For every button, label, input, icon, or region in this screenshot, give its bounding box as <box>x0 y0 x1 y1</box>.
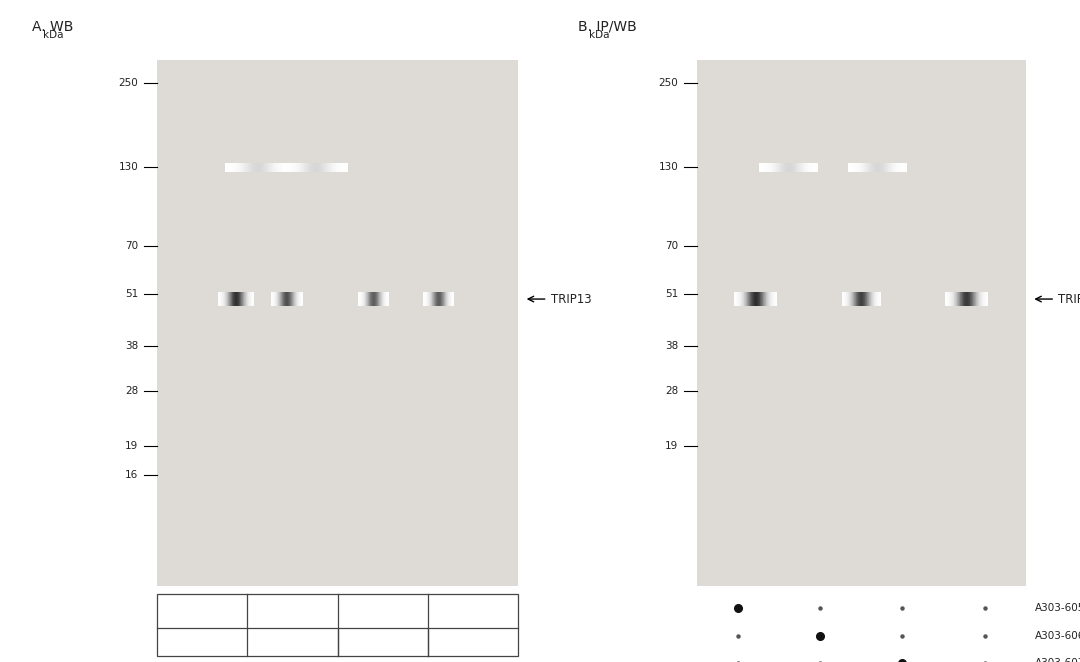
Text: T: T <box>379 637 387 647</box>
Text: TRIP13: TRIP13 <box>1058 293 1080 306</box>
Text: 50: 50 <box>467 606 481 616</box>
Text: 250: 250 <box>659 78 678 88</box>
Text: 130: 130 <box>659 162 678 173</box>
Text: A. WB: A. WB <box>32 20 73 34</box>
Text: J: J <box>472 637 475 647</box>
Text: 19: 19 <box>125 442 138 451</box>
Text: 70: 70 <box>125 242 138 252</box>
Text: 38: 38 <box>665 342 678 352</box>
Text: 130: 130 <box>119 162 138 173</box>
Text: 51: 51 <box>125 289 138 299</box>
Text: kDa: kDa <box>589 30 609 40</box>
Text: TRIP13: TRIP13 <box>551 293 592 306</box>
Text: kDa: kDa <box>43 30 64 40</box>
Text: 50: 50 <box>194 606 208 616</box>
Text: A303-605A: A303-605A <box>1035 602 1080 613</box>
Text: HeLa: HeLa <box>233 637 261 647</box>
Text: 28: 28 <box>665 386 678 396</box>
Bar <box>157 594 518 656</box>
Text: 50: 50 <box>376 606 390 616</box>
Text: 16: 16 <box>125 470 138 481</box>
Text: 28: 28 <box>125 386 138 396</box>
Text: B. IP/WB: B. IP/WB <box>578 20 636 34</box>
Text: A303-606A: A303-606A <box>1035 630 1080 641</box>
Text: 19: 19 <box>665 442 678 451</box>
Bar <box>157 60 518 586</box>
Bar <box>697 60 1026 586</box>
Text: 51: 51 <box>665 289 678 299</box>
Text: 15: 15 <box>285 606 299 616</box>
Text: 70: 70 <box>665 242 678 252</box>
Text: 38: 38 <box>125 342 138 352</box>
Text: 250: 250 <box>119 78 138 88</box>
Text: A303-607A: A303-607A <box>1035 658 1080 662</box>
